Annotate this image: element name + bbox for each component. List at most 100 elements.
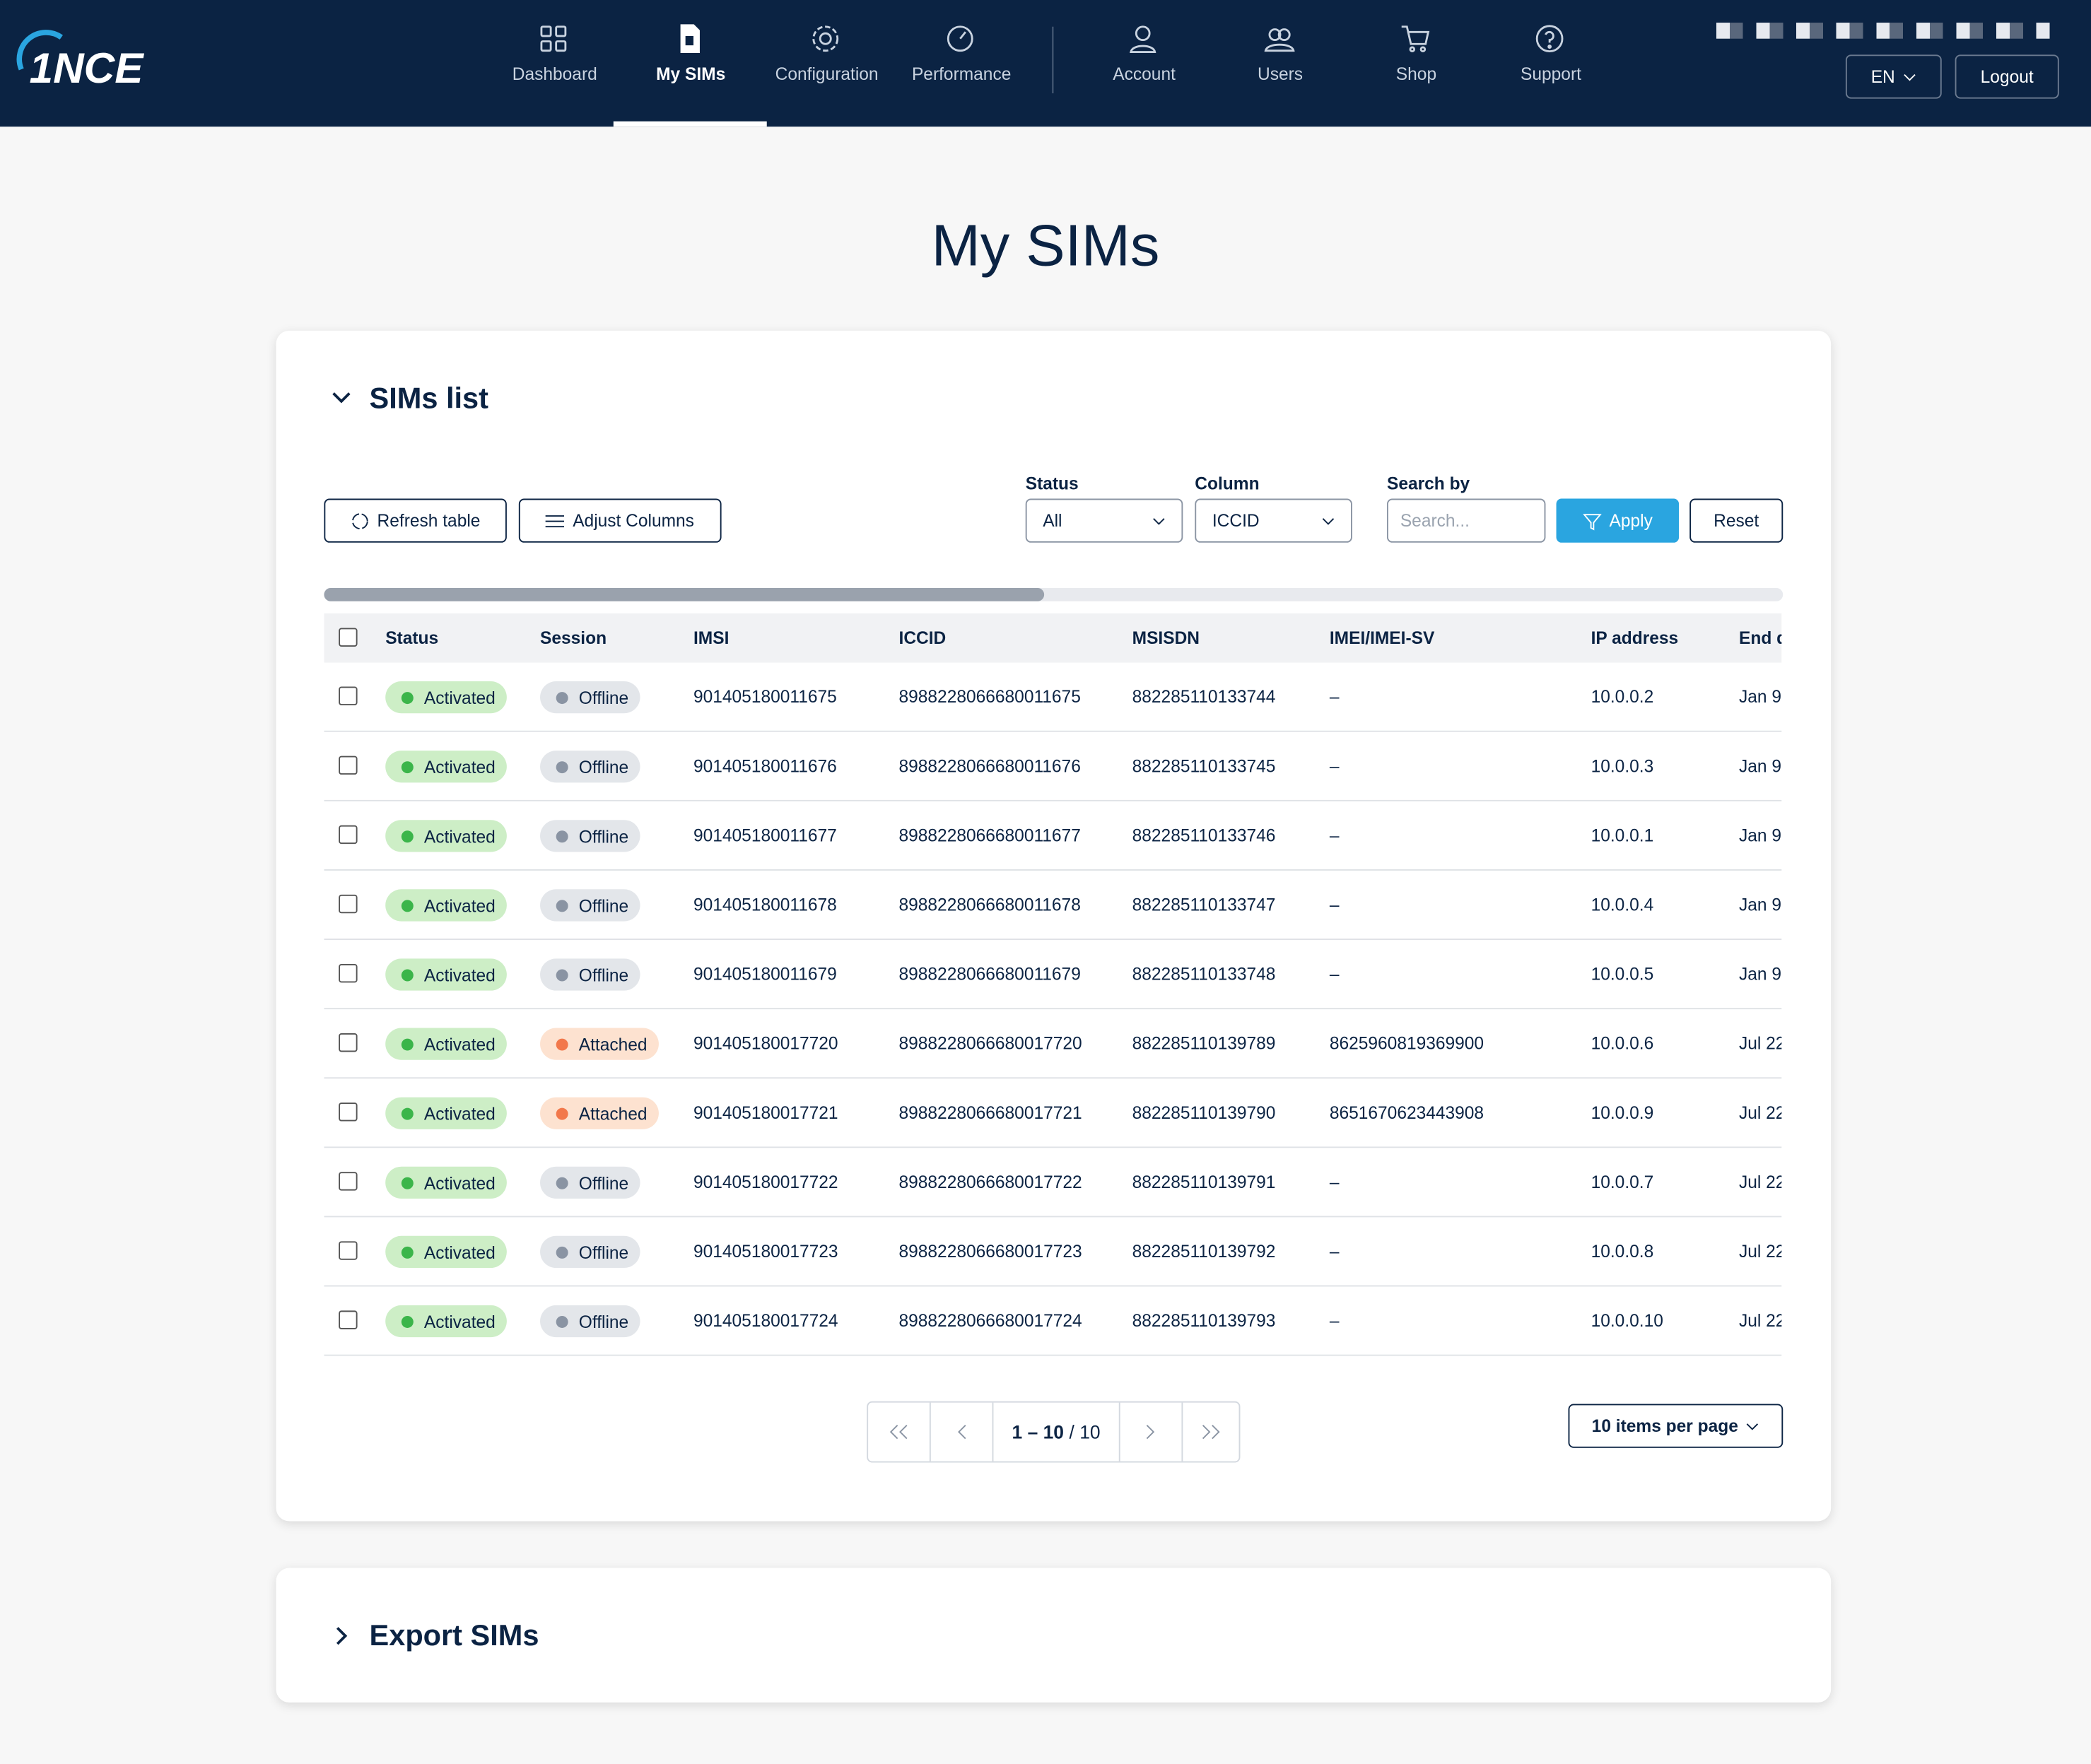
table-cell: 901405180017724 — [693, 1310, 838, 1331]
table-cell: 882285110139789 — [1132, 1033, 1276, 1054]
separator — [1052, 26, 1054, 94]
badge-label: Offline — [578, 1311, 629, 1331]
nav-item[interactable]: Shop — [1349, 24, 1483, 84]
search-input[interactable]: Search... — [1386, 498, 1546, 543]
row-checkbox[interactable] — [339, 1172, 358, 1191]
adjust-button[interactable]: Adjust Columns — [518, 498, 722, 543]
status-badge: Activated — [385, 751, 508, 783]
table-cell: 882285110139792 — [1132, 1241, 1276, 1262]
status-label: Status — [1025, 473, 1079, 494]
table-cell: 8988228066680011676 — [898, 755, 1081, 776]
badge-label: Activated — [423, 964, 496, 985]
next-page[interactable] — [1120, 1402, 1183, 1462]
table-cell: 882285110139790 — [1132, 1102, 1276, 1123]
row-checkbox[interactable] — [339, 686, 358, 705]
language-button[interactable]: EN — [1845, 54, 1942, 99]
table-row: Activated Attached 901405180017720 89882280… — [324, 1009, 1782, 1079]
table-cell: 10.0.0.6 — [1591, 1033, 1654, 1054]
badge-label: Offline — [578, 825, 629, 846]
apply-button[interactable]: Apply — [1556, 498, 1680, 543]
table-cell: 882285110133748 — [1132, 963, 1276, 984]
table-cell: 901405180011675 — [693, 686, 837, 707]
badge-dot — [556, 691, 568, 704]
column-header: IMSI — [693, 628, 730, 648]
nav-icon — [812, 25, 839, 52]
prev-page[interactable] — [931, 1402, 994, 1462]
scrollbar-thumb[interactable] — [324, 587, 1045, 601]
table-row: Activated Offline 901405180017723 898822806… — [324, 1217, 1782, 1287]
session-badge: Offline — [540, 751, 641, 783]
table-cell: – — [1329, 1241, 1340, 1262]
search-placeholder: Search... — [1400, 510, 1470, 531]
column-value: ICCID — [1212, 510, 1260, 531]
row-checkbox[interactable] — [339, 1033, 358, 1052]
row-checkbox[interactable] — [339, 825, 358, 845]
nav-item[interactable]: Users — [1214, 24, 1347, 84]
nav-label: Support — [1521, 64, 1581, 84]
badge-label: Activated — [423, 1103, 496, 1124]
row-checkbox[interactable] — [339, 894, 358, 914]
badge-label: Activated — [423, 825, 496, 846]
table-row: Activated Offline 901405180017724 898822806… — [324, 1286, 1782, 1356]
table-cell: Jan 9, — [1738, 825, 1782, 846]
sims-table: Status Session IMSI ICCID MSISDN IMEI/IMEI-SV… — [324, 613, 1782, 1356]
badge-dot — [556, 1037, 568, 1050]
nav-item[interactable]: Dashboard — [488, 24, 621, 84]
per-page-select[interactable]: 10 items per page — [1568, 1404, 1784, 1448]
column-header: ICCID — [898, 628, 947, 648]
table-row: Activated Offline 901405180017722 898822806… — [324, 1148, 1782, 1218]
nav-item[interactable]: My SIMs — [624, 24, 758, 84]
column-header: IMEI/IMEI-SV — [1329, 628, 1435, 648]
table-row: Activated Offline 901405180011677 898822806… — [324, 801, 1782, 871]
table-cell: 10.0.0.1 — [1591, 825, 1654, 846]
nav-item[interactable]: Performance — [895, 24, 1029, 84]
nav-item[interactable]: Account — [1077, 24, 1211, 84]
table-cell: 8625960819369900 — [1329, 1033, 1484, 1054]
export-title[interactable]: Export SIMs — [369, 1618, 539, 1652]
row-checkbox[interactable] — [339, 1310, 358, 1329]
badge-dot — [556, 1315, 568, 1328]
reset-button[interactable]: Reset — [1689, 498, 1784, 543]
nav-item[interactable]: Support — [1484, 24, 1618, 84]
nav-icon — [1535, 25, 1564, 53]
table-cell: 882285110139791 — [1132, 1172, 1276, 1192]
collapse-icon[interactable] — [331, 389, 352, 406]
table-row: Activated Offline 901405180011678 898822806… — [324, 871, 1782, 940]
table-cell: 10.0.0.3 — [1591, 755, 1654, 776]
logout-button[interactable]: Logout — [1955, 54, 2059, 99]
refresh-button[interactable]: Refresh table — [324, 498, 507, 543]
table-cell: 882285110139793 — [1132, 1310, 1276, 1331]
row-checkbox[interactable] — [339, 1102, 358, 1122]
nav-icon — [680, 24, 700, 53]
table-cell: 901405180017722 — [693, 1172, 838, 1192]
badge-dot — [556, 760, 568, 773]
table-cell: – — [1329, 825, 1340, 846]
row-checkbox[interactable] — [339, 1241, 358, 1260]
nav-item[interactable]: Configuration — [760, 24, 894, 84]
pagination: 1 – 10/ 10 — [867, 1401, 1241, 1463]
badge-dot — [556, 968, 568, 981]
table-cell: – — [1329, 755, 1340, 776]
table-cell: 8988228066680011675 — [898, 686, 1081, 707]
table-cell: 8651670623443908 — [1329, 1102, 1484, 1123]
row-checkbox[interactable] — [339, 963, 358, 983]
nav-label: Shop — [1395, 64, 1437, 84]
table-cell: 10.0.0.10 — [1591, 1310, 1663, 1331]
last-page[interactable] — [1183, 1403, 1238, 1462]
badge-dot — [401, 830, 414, 842]
column-select[interactable]: ICCID — [1195, 498, 1352, 543]
table-cell: Jan 9, — [1738, 963, 1782, 984]
session-badge: Attached — [540, 1097, 660, 1129]
table-cell: 8988228066680011678 — [898, 894, 1081, 915]
badge-label: Attached — [578, 1103, 648, 1124]
page-range-value: 1 – 10 — [1012, 1421, 1065, 1443]
badge-label: Activated — [423, 756, 496, 777]
row-checkbox[interactable] — [339, 755, 358, 775]
first-page[interactable] — [868, 1402, 931, 1462]
column-label: Column — [1195, 473, 1260, 494]
expand-icon[interactable] — [334, 1625, 350, 1647]
badge-label: Activated — [423, 687, 496, 707]
select-all-checkbox[interactable] — [339, 628, 358, 647]
status-select[interactable]: All — [1025, 498, 1183, 543]
